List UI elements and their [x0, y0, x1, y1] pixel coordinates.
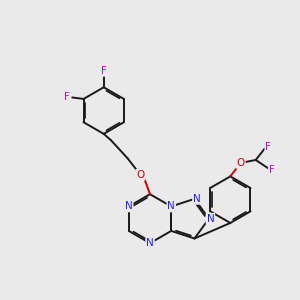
Text: N: N	[167, 201, 175, 212]
Text: O: O	[136, 170, 145, 180]
Text: N: N	[193, 194, 201, 204]
Text: F: F	[64, 92, 70, 102]
Text: N: N	[146, 238, 154, 248]
Text: F: F	[101, 66, 107, 76]
Text: N: N	[206, 214, 214, 224]
Text: N: N	[125, 201, 133, 212]
Text: F: F	[269, 165, 275, 175]
Text: O: O	[237, 158, 245, 168]
Text: F: F	[265, 142, 271, 152]
